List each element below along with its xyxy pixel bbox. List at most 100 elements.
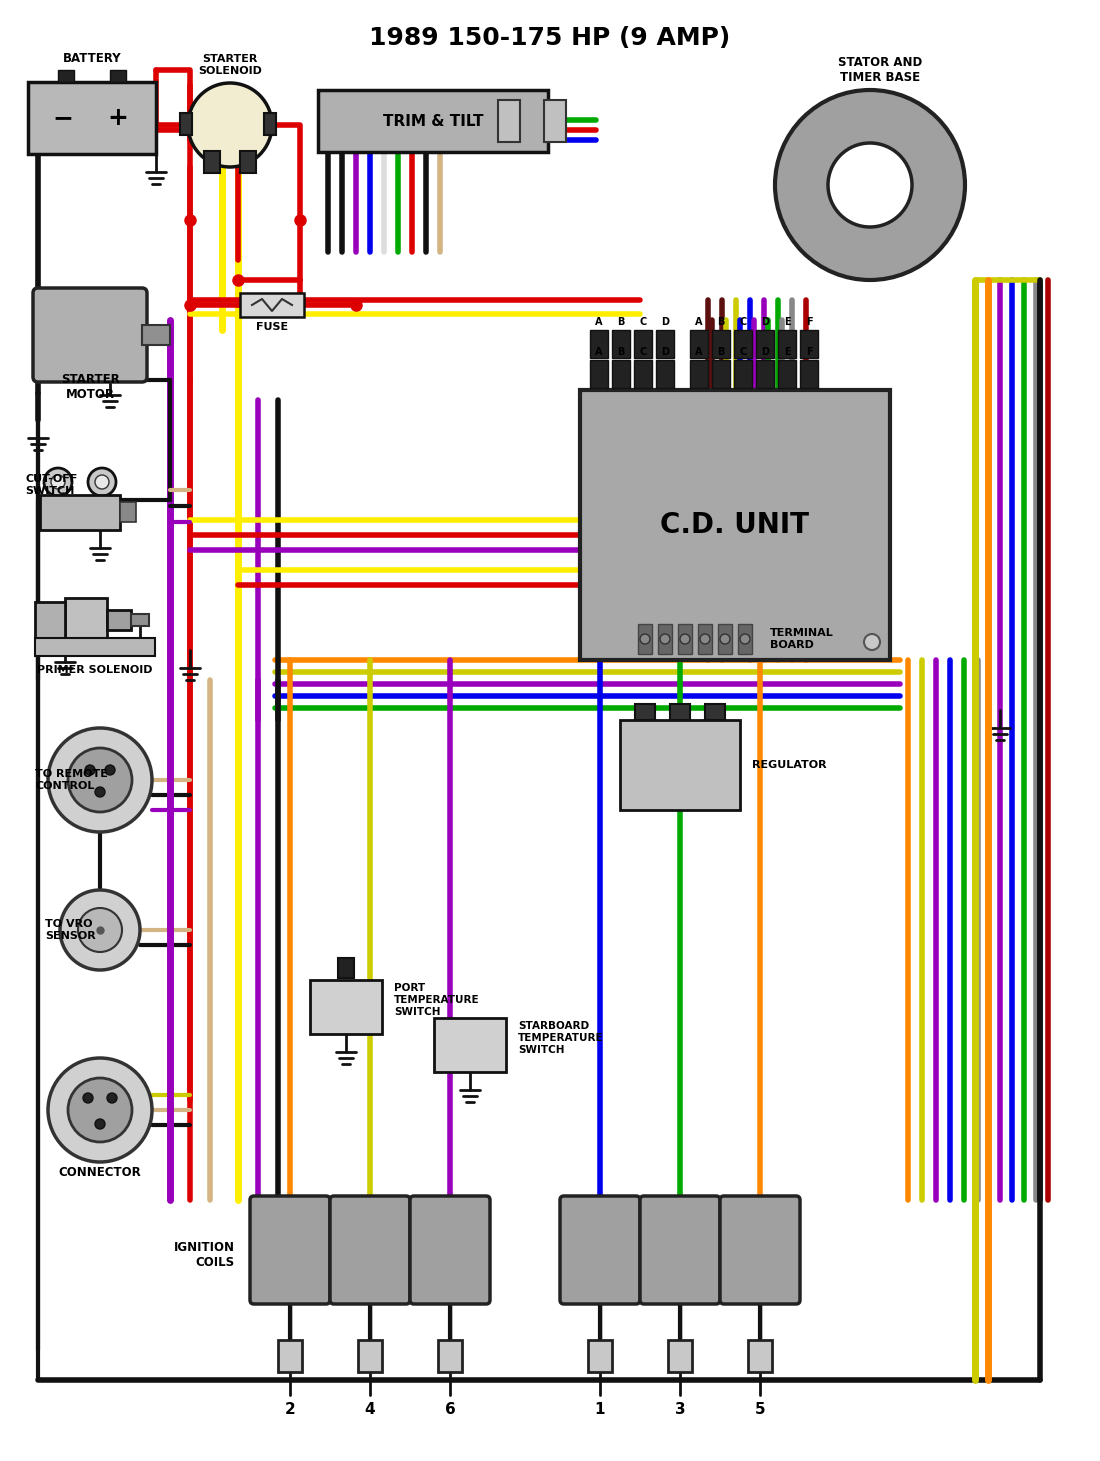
Text: FUSE: FUSE — [256, 321, 288, 332]
Circle shape — [68, 748, 132, 812]
Circle shape — [720, 634, 730, 644]
FancyBboxPatch shape — [410, 1197, 490, 1305]
Bar — [718, 624, 732, 655]
Text: TERMINAL
BOARD: TERMINAL BOARD — [770, 628, 834, 650]
Circle shape — [700, 634, 710, 644]
Bar — [28, 82, 156, 153]
Text: STATOR AND
TIMER BASE: STATOR AND TIMER BASE — [838, 56, 922, 83]
Bar — [110, 70, 126, 82]
Bar — [107, 611, 131, 630]
Bar — [800, 330, 818, 358]
Text: F: F — [805, 348, 812, 356]
Circle shape — [51, 475, 65, 489]
Text: C: C — [739, 317, 747, 327]
Text: +: + — [108, 107, 129, 130]
Bar — [634, 359, 652, 389]
Text: TRIM & TILT: TRIM & TILT — [383, 114, 483, 129]
Bar — [65, 598, 107, 640]
Bar — [638, 624, 652, 655]
Bar — [240, 294, 304, 317]
Circle shape — [82, 1093, 94, 1103]
Text: −: − — [53, 107, 74, 130]
Text: C: C — [639, 348, 647, 356]
Circle shape — [60, 890, 140, 970]
Bar — [690, 330, 708, 358]
FancyBboxPatch shape — [330, 1197, 410, 1305]
Bar — [778, 330, 796, 358]
Bar — [240, 150, 256, 172]
Bar — [544, 99, 566, 142]
Bar — [670, 704, 690, 720]
Text: REGULATOR: REGULATOR — [752, 760, 826, 770]
Circle shape — [660, 634, 670, 644]
Bar — [734, 359, 752, 389]
Bar — [658, 624, 672, 655]
Bar — [678, 624, 692, 655]
Bar — [120, 503, 136, 522]
Bar — [438, 1340, 462, 1372]
Text: D: D — [761, 317, 769, 327]
Text: 4: 4 — [365, 1403, 375, 1417]
Text: 6: 6 — [444, 1403, 455, 1417]
Bar — [131, 614, 149, 625]
Bar — [590, 330, 608, 358]
Bar — [35, 602, 65, 638]
Bar — [278, 1340, 303, 1372]
Circle shape — [68, 1078, 132, 1143]
FancyBboxPatch shape — [720, 1197, 800, 1305]
Bar — [734, 330, 752, 358]
Text: C.D. UNIT: C.D. UNIT — [660, 511, 810, 539]
Circle shape — [107, 1093, 117, 1103]
Circle shape — [48, 728, 152, 831]
Text: E: E — [783, 317, 790, 327]
Bar — [656, 330, 674, 358]
Bar — [690, 359, 708, 389]
Text: F: F — [805, 317, 812, 327]
Text: 3: 3 — [674, 1403, 685, 1417]
Circle shape — [88, 468, 116, 495]
Bar — [712, 359, 730, 389]
Text: PORT
TEMPERATURE
SWITCH: PORT TEMPERATURE SWITCH — [394, 983, 480, 1017]
Bar — [738, 624, 752, 655]
Circle shape — [48, 1058, 152, 1161]
Circle shape — [95, 787, 104, 798]
Text: A: A — [595, 317, 603, 327]
FancyBboxPatch shape — [33, 288, 147, 381]
Bar — [142, 324, 170, 345]
Circle shape — [78, 907, 122, 953]
Bar — [778, 359, 796, 389]
Bar — [35, 638, 155, 656]
Circle shape — [776, 91, 965, 281]
Text: B: B — [717, 348, 725, 356]
Bar — [310, 980, 382, 1034]
Text: 1989 150-175 HP (9 AMP): 1989 150-175 HP (9 AMP) — [370, 26, 730, 50]
Circle shape — [680, 634, 690, 644]
Bar — [705, 704, 725, 720]
Bar — [635, 704, 654, 720]
Bar — [318, 91, 548, 152]
Bar — [756, 330, 774, 358]
Text: E: E — [783, 348, 790, 356]
Bar — [656, 359, 674, 389]
Text: D: D — [761, 348, 769, 356]
Bar — [180, 112, 192, 134]
Bar — [40, 495, 120, 530]
Bar — [712, 330, 730, 358]
FancyBboxPatch shape — [250, 1197, 330, 1305]
Circle shape — [740, 634, 750, 644]
FancyBboxPatch shape — [640, 1197, 720, 1305]
Text: A: A — [595, 348, 603, 356]
Circle shape — [85, 766, 95, 774]
Bar — [756, 359, 774, 389]
Bar — [620, 720, 740, 809]
Text: TO VRO
SENSOR: TO VRO SENSOR — [45, 919, 96, 941]
Circle shape — [44, 468, 72, 495]
Bar — [204, 150, 220, 172]
Bar — [588, 1340, 612, 1372]
Text: C: C — [639, 317, 647, 327]
Bar — [434, 1018, 506, 1072]
Bar — [748, 1340, 772, 1372]
Bar — [668, 1340, 692, 1372]
Text: C: C — [739, 348, 747, 356]
Bar — [590, 359, 608, 389]
